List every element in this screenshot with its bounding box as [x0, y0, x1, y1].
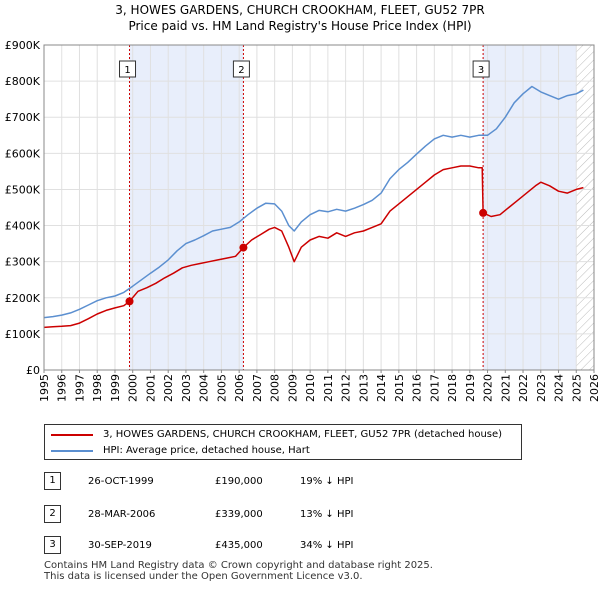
y-tick-label: £700K: [5, 111, 41, 124]
y-tick-label: £900K: [5, 39, 41, 52]
y-tick-label: £100K: [5, 328, 41, 341]
shaded-period: [129, 45, 244, 370]
sale-marker-number: 2: [238, 65, 244, 76]
y-tick-label: £0: [26, 364, 40, 377]
x-tick-label: 2026: [588, 374, 600, 402]
sale-point: [125, 297, 134, 306]
x-tick-label: 2021: [499, 374, 512, 402]
shaded-period: [483, 45, 577, 370]
x-tick-label: 2024: [553, 374, 566, 402]
hpi-line: [44, 85, 584, 319]
x-tick-label: 2010: [304, 374, 317, 402]
footer-licence: This data is licensed under the Open Gov…: [44, 571, 363, 582]
x-tick-label: 2022: [517, 374, 530, 402]
sale-date: 28-MAR-2006: [88, 509, 156, 520]
price-chart: 1 2 3 £0 £100K £200K £300K £400K £500K £600K £700…: [5, 39, 600, 402]
x-tick-label: 1995: [38, 374, 51, 402]
sale-point: [479, 208, 488, 217]
x-tick-label: 2012: [340, 374, 353, 402]
x-tick-label: 2001: [144, 374, 157, 402]
sale-number-badge: 2: [44, 505, 61, 523]
x-tick-label: 2011: [322, 374, 335, 402]
y-tick-label: £400K: [5, 220, 41, 233]
y-tick-label: £300K: [5, 256, 41, 269]
sale-hpi-diff: 19% ↓ HPI: [300, 476, 354, 487]
legend-label-hpi: HPI: Average price, detached house, Hart: [103, 445, 310, 456]
legend: 3, HOWES GARDENS, CHURCH CROOKHAM, FLEET…: [44, 424, 522, 460]
x-tick-label: 2025: [570, 374, 583, 402]
legend-swatch-property: [51, 434, 93, 436]
sale-price: £435,000: [215, 540, 263, 551]
chart-title: 3, HOWES GARDENS, CHURCH CROOKHAM, FLEET…: [0, 2, 600, 34]
sale-row: 1 26-OCT-1999 £190,000 19% ↓ HPI: [44, 472, 444, 492]
y-tick-label: £800K: [5, 75, 41, 88]
x-tick-label: 1996: [56, 374, 69, 402]
x-tick-label: 2015: [393, 374, 406, 402]
x-tick-label: 2007: [251, 374, 264, 402]
sale-number-badge: 1: [44, 472, 61, 490]
sale-row: 3 30-SEP-2019 £435,000 34% ↓ HPI: [44, 536, 444, 556]
x-tick-label: 2018: [446, 374, 459, 402]
x-tick-label: 2020: [482, 374, 495, 402]
sale-date: 26-OCT-1999: [88, 476, 154, 487]
footer: Contains HM Land Registry data © Crown c…: [44, 560, 433, 582]
x-tick-label: 2016: [411, 374, 424, 402]
x-tick-label: 2005: [215, 374, 228, 402]
x-tick-label: 2008: [269, 374, 282, 402]
chart-title-line-2: Price paid vs. HM Land Registry's House …: [128, 19, 472, 33]
plot-frame: [43, 44, 595, 371]
sale-price: £190,000: [215, 476, 263, 487]
footer-copyright: Contains HM Land Registry data © Crown c…: [44, 560, 433, 571]
sale-marker-number: 3: [478, 65, 484, 76]
x-tick-label: 2023: [535, 374, 548, 402]
x-tick-label: 2014: [375, 374, 388, 402]
sale-marker-number: 1: [124, 65, 130, 76]
x-tick-label: 2004: [198, 374, 211, 402]
sale-marker-box: [119, 60, 137, 78]
chart-title-line-1: 3, HOWES GARDENS, CHURCH CROOKHAM, FLEET…: [115, 3, 485, 17]
x-tick-label: 2013: [357, 374, 370, 402]
x-tick-label: 1998: [91, 374, 104, 402]
sale-hpi-diff: 13% ↓ HPI: [300, 509, 354, 520]
sale-marker-label: 3: [472, 60, 490, 78]
sale-date: 30-SEP-2019: [88, 540, 152, 551]
x-tick-label: 2006: [233, 374, 246, 402]
x-tick-label: 1997: [73, 374, 86, 402]
y-tick-label: £600K: [5, 147, 41, 160]
sale-price: £339,000: [215, 509, 263, 520]
x-tick-label: 2003: [180, 374, 193, 402]
sale-marker-box: [472, 60, 490, 78]
sale-marker-box: [232, 60, 250, 78]
y-tick-label: £200K: [5, 292, 41, 305]
y-tick-label: £500K: [5, 183, 41, 196]
sale-marker-label: 1: [119, 60, 137, 78]
x-tick-label: 2009: [286, 374, 299, 402]
x-tick-label: 2017: [428, 374, 441, 402]
x-tick-label: 2002: [162, 374, 175, 402]
legend-swatch-hpi: [51, 450, 93, 452]
property-price-line: [44, 165, 584, 329]
sale-number-badge: 3: [44, 536, 61, 554]
sale-point: [239, 243, 248, 252]
x-tick-label: 2000: [127, 374, 140, 402]
sale-row: 2 28-MAR-2006 £339,000 13% ↓ HPI: [44, 505, 444, 525]
future-hatch: [576, 45, 594, 370]
sale-hpi-diff: 34% ↓ HPI: [300, 540, 354, 551]
legend-label-property: 3, HOWES GARDENS, CHURCH CROOKHAM, FLEET…: [103, 429, 503, 440]
x-tick-label: 1999: [109, 374, 122, 402]
sale-marker-label: 2: [232, 60, 250, 78]
x-tick-label: 2019: [464, 374, 477, 402]
